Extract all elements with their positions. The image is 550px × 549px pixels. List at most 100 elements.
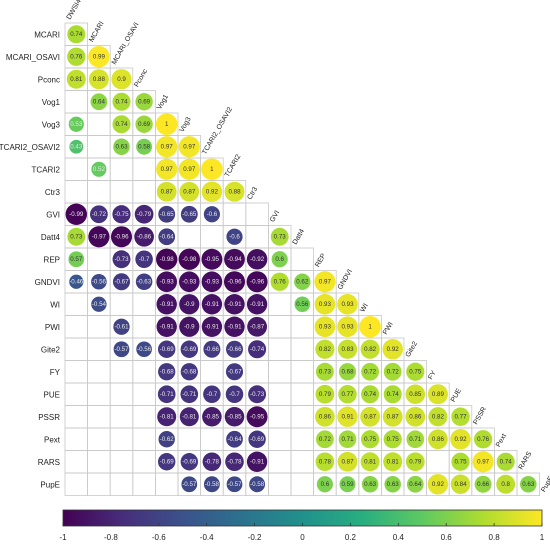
correlation-value: 0.97 xyxy=(477,458,490,465)
row-label: MCARI_OSAVI xyxy=(6,53,60,62)
correlation-value: 0.87 xyxy=(364,413,377,420)
correlation-circle xyxy=(383,362,402,381)
correlation-value: 0.82 xyxy=(364,346,377,353)
correlation-value: -0.46 xyxy=(69,278,84,285)
column-label: PWI xyxy=(382,321,395,336)
correlation-value: 0.87 xyxy=(161,188,174,195)
correlation-circle xyxy=(294,296,311,313)
correlation-value: -0.72 xyxy=(92,211,107,218)
correlation-circle xyxy=(179,181,200,202)
correlation-value: -0.56 xyxy=(92,278,107,285)
correlation-circle xyxy=(360,406,381,427)
correlation-value: -0.73 xyxy=(114,256,129,263)
colorbar-tick-label: -0.6 xyxy=(152,533,166,542)
column-label: PSSR xyxy=(472,406,488,426)
correlation-value: -0.6 xyxy=(207,211,218,218)
correlation-value: -0.69 xyxy=(182,458,197,465)
correlation-circle xyxy=(520,475,537,493)
correlation-value: 0.72 xyxy=(387,368,400,375)
correlation-value: 0.79 xyxy=(319,391,332,398)
correlation-circle xyxy=(338,430,357,449)
correlation-value: -0.69 xyxy=(182,346,197,353)
correlation-value: -0.78 xyxy=(205,458,220,465)
matrix-cell xyxy=(64,315,89,339)
correlation-circle xyxy=(360,339,380,359)
matrix-cell xyxy=(290,382,315,406)
correlation-value: -0.93 xyxy=(160,278,175,285)
correlation-circle xyxy=(337,451,358,472)
matrix-cell xyxy=(245,202,269,226)
correlation-value: -0.66 xyxy=(205,346,220,353)
correlation-value: 1 xyxy=(368,323,372,330)
row-label: GNDVI xyxy=(35,278,60,287)
correlation-circle xyxy=(111,69,132,90)
correlation-value: -0.81 xyxy=(182,413,197,420)
correlation-value: -0.64 xyxy=(160,233,175,240)
correlation-value: 0.76 xyxy=(70,53,83,60)
correlation-circle xyxy=(224,248,245,270)
correlation-circle xyxy=(224,294,245,315)
correlation-value: 0.76 xyxy=(477,436,490,443)
correlation-value: -0.57 xyxy=(227,481,242,488)
correlation-circle xyxy=(112,273,131,291)
row-label: TCARI2_OSAVI2 xyxy=(0,143,61,152)
matrix-cell xyxy=(290,315,315,339)
correlation-value: -0.56 xyxy=(137,346,152,353)
colorbar-tick-label: -0.4 xyxy=(200,533,214,542)
correlation-value: -0.92 xyxy=(250,256,265,263)
correlation-circle xyxy=(69,274,84,289)
correlation-value: 0.52 xyxy=(93,166,106,173)
column-label: PUE xyxy=(450,387,463,403)
matrix-cell xyxy=(109,360,134,384)
correlation-value: -0.91 xyxy=(227,323,242,330)
correlation-circle xyxy=(156,271,178,293)
correlation-value: -0.61 xyxy=(114,323,129,330)
matrix-cell xyxy=(64,292,89,316)
correlation-circle xyxy=(180,363,198,381)
matrix-cell xyxy=(87,472,111,496)
correlation-circle xyxy=(338,363,357,381)
correlation-value: 0.75 xyxy=(454,458,467,465)
correlation-circle xyxy=(361,385,380,404)
correlation-value: 0.93 xyxy=(319,301,332,308)
correlation-value: 0.64 xyxy=(409,481,422,488)
correlation-circle xyxy=(337,406,358,427)
matrix-cell xyxy=(87,427,111,451)
column-label: Pext xyxy=(495,433,508,449)
correlation-value: 1 xyxy=(210,166,214,173)
correlation-value: -0.67 xyxy=(227,368,242,375)
correlation-circle xyxy=(224,406,245,427)
correlation-circle xyxy=(156,158,178,180)
column-label: GVI xyxy=(269,210,281,224)
matrix-cell xyxy=(109,450,134,474)
correlation-circle xyxy=(180,453,198,471)
row-label: Vog3 xyxy=(42,120,61,129)
correlation-value: -0.75 xyxy=(114,211,129,218)
correlation-value: -0.98 xyxy=(182,256,197,263)
correlation-circle xyxy=(360,452,380,472)
correlation-circle xyxy=(156,248,178,270)
correlation-circle xyxy=(67,227,86,246)
colorbar: -1 -0.8 -0.6 -0.4 -0.2 0 0.2 0.4 0.6 0.8 1 xyxy=(59,509,545,542)
correlation-value: 0.89 xyxy=(432,391,445,398)
correlation-circle xyxy=(450,428,471,450)
correlation-value: 0.68 xyxy=(341,368,354,375)
correlation-circle xyxy=(68,116,84,132)
correlation-circle xyxy=(451,452,470,471)
matrix-cell xyxy=(200,360,224,384)
matrix-cell xyxy=(267,450,292,474)
correlation-circle xyxy=(383,430,402,449)
matrix-cell xyxy=(87,247,111,271)
correlation-circle xyxy=(247,316,268,337)
correlation-value: -0.71 xyxy=(160,391,175,398)
matrix-cell xyxy=(87,180,111,204)
correlation-circle xyxy=(113,138,130,156)
row-label: PUE xyxy=(44,390,60,399)
correlation-value: 0.75 xyxy=(387,436,400,443)
correlation-value: 0.66 xyxy=(477,481,490,488)
correlation-value: 0.74 xyxy=(115,98,128,105)
correlation-circle xyxy=(270,227,289,246)
correlation-value: 0.92 xyxy=(206,188,219,195)
matrix-cell xyxy=(426,450,450,474)
correlation-circle xyxy=(203,340,221,358)
